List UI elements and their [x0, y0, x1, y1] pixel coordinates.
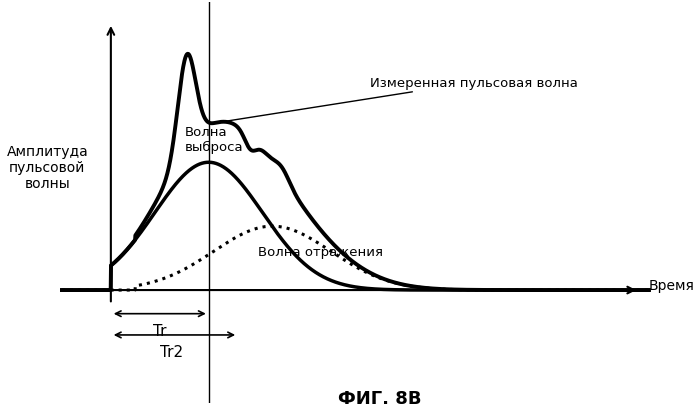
- Text: Время: Время: [649, 279, 695, 293]
- Text: Амплитуда
пульсовой
волны: Амплитуда пульсовой волны: [6, 145, 88, 191]
- Text: Tr2: Tr2: [161, 344, 184, 360]
- Text: Измеренная пульсовая волна: Измеренная пульсовая волна: [217, 76, 578, 123]
- Text: Волна отражения: Волна отражения: [257, 245, 382, 259]
- Text: ФИГ. 8В: ФИГ. 8В: [338, 389, 421, 407]
- Text: Tr: Tr: [153, 323, 166, 338]
- Text: Волна
выброса: Волна выброса: [185, 126, 243, 153]
